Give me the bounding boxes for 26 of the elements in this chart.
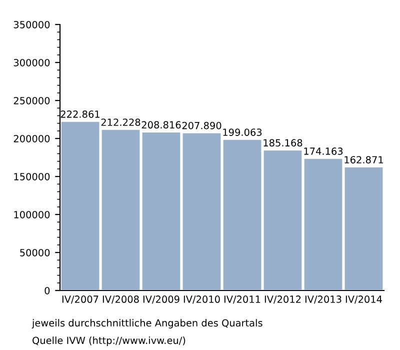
x-tick-label: IV/2010: [184, 296, 220, 304]
data-label: 174.163: [304, 148, 343, 155]
data-label: 207.890: [182, 122, 222, 130]
x-tick-label: IV/2013: [305, 296, 342, 304]
data-label: 185.168: [264, 139, 302, 146]
y-tick-label: 350000: [14, 20, 50, 28]
x-tick-label: IV/2008: [102, 296, 139, 304]
x-tick-label: IV/2012: [264, 296, 301, 304]
y-tick-label: 100000: [14, 210, 50, 218]
y-tick-label: 250000: [14, 96, 50, 104]
y-tick-label: 150000: [14, 172, 50, 180]
y-tick-label: 50000: [20, 248, 50, 256]
y-tick-label: 300000: [14, 58, 50, 66]
data-label: 212.228: [101, 118, 140, 126]
x-tick-label: IV/2011: [224, 296, 260, 304]
data-label: 222.861: [60, 110, 100, 118]
data-label: 162.871: [344, 156, 383, 164]
data-label: 199.063: [223, 128, 262, 136]
y-tick-label: 200000: [14, 134, 50, 142]
x-tick-label: IV/2014: [346, 296, 382, 304]
source-note: Quelle IVW (http://www.ivw.eu/): [32, 336, 186, 346]
y-tick-label: 0: [44, 286, 50, 294]
x-tick-label: IV/2007: [62, 296, 98, 304]
x-tick-label: IV/2009: [143, 296, 180, 304]
text: jeweils durchschnittliche Angaben des Quartals: [32, 319, 262, 328]
data-label: 208.816: [142, 121, 181, 129]
